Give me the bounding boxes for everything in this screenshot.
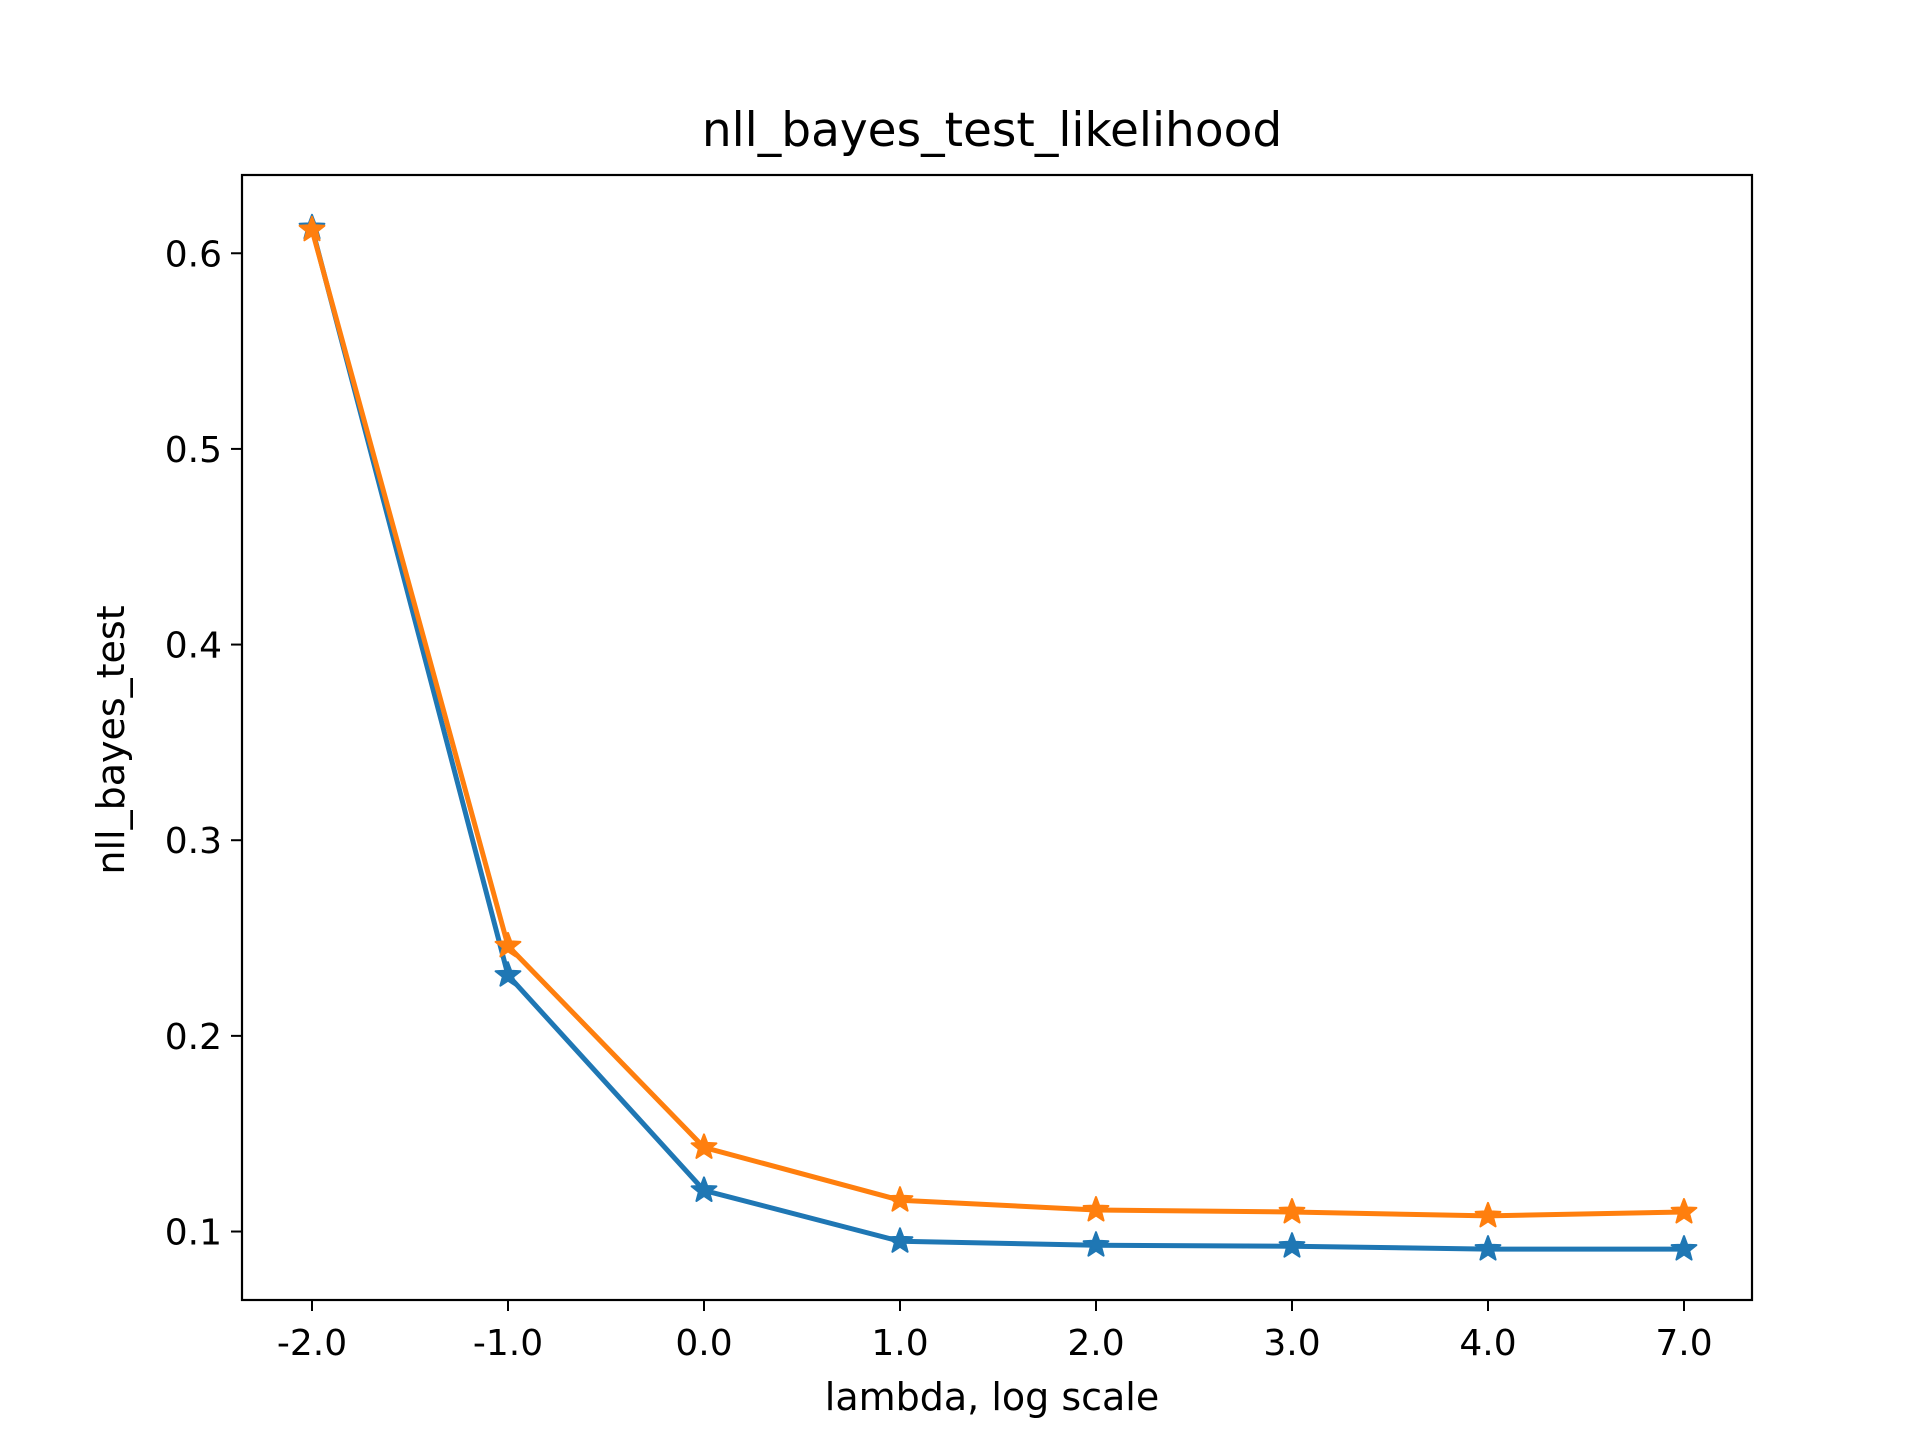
series-line xyxy=(309,227,1684,1252)
series-2 xyxy=(298,215,1698,1228)
axis-ticks: -2.0 -1.0 0.0 1.0 2.0 3.0 4.0 7.0 0.1 0.2 0.3 0.4 0.… xyxy=(165,234,1713,1364)
x-tick-label: 1.0 xyxy=(871,1323,928,1364)
x-tick-label: 7.0 xyxy=(1655,1323,1712,1364)
x-tick-label: 4.0 xyxy=(1459,1323,1516,1364)
y-axis-label: nll_bayes_test xyxy=(89,605,133,874)
y-tick-label: 0.6 xyxy=(165,234,222,275)
data-point-marker xyxy=(690,1176,718,1202)
x-tick-label: 2.0 xyxy=(1067,1323,1124,1364)
data-point-marker xyxy=(1278,1232,1306,1258)
data-point-marker xyxy=(886,1227,914,1253)
data-point-marker xyxy=(1082,1231,1110,1257)
x-tick-label: 0.0 xyxy=(675,1323,732,1364)
plot-marks xyxy=(298,213,1698,1261)
plot-frame xyxy=(240,173,1754,1302)
data-point-marker xyxy=(494,961,522,987)
x-axis-label: lambda, log scale xyxy=(825,1375,1159,1419)
y-tick-label: 0.3 xyxy=(165,821,222,862)
data-point-marker xyxy=(494,931,522,958)
x-tick-label: -1.0 xyxy=(473,1323,543,1364)
x-tick-label: -2.0 xyxy=(277,1323,347,1364)
y-tick-label: 0.5 xyxy=(165,430,222,471)
y-tick-label: 0.4 xyxy=(165,626,222,667)
data-point-marker xyxy=(298,215,326,242)
chart-title: nll_bayes_test_likelihood xyxy=(702,103,1282,158)
x-tick-label: 3.0 xyxy=(1263,1323,1320,1364)
data-point-marker xyxy=(690,1133,718,1159)
data-point-marker xyxy=(1474,1235,1502,1261)
series-line xyxy=(309,229,1685,1219)
data-point-marker xyxy=(886,1186,914,1212)
data-point-marker xyxy=(1474,1201,1502,1228)
data-point-marker xyxy=(1670,1198,1698,1224)
series-1 xyxy=(298,213,1698,1261)
data-point-marker xyxy=(1082,1196,1110,1222)
y-tick-label: 0.2 xyxy=(165,1017,222,1058)
data-point-marker xyxy=(1670,1235,1698,1261)
y-tick-label: 0.1 xyxy=(165,1213,222,1254)
data-point-marker xyxy=(1278,1198,1306,1224)
